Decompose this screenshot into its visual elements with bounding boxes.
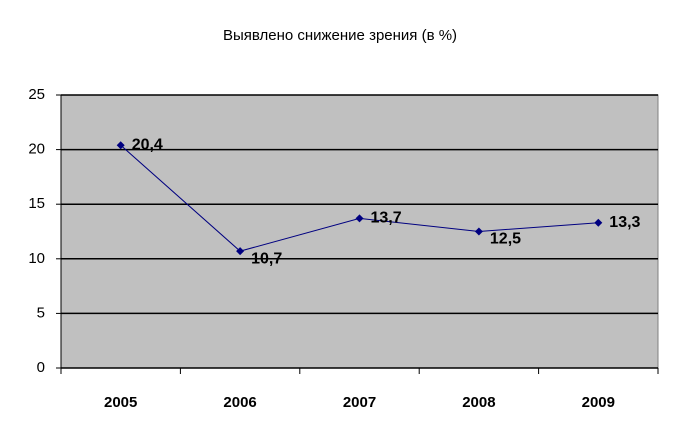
value-label: 20,4	[132, 136, 163, 153]
y-tick-label: 0	[37, 359, 45, 376]
y-tick-label: 10	[28, 250, 45, 267]
value-label: 10,7	[251, 250, 282, 267]
y-tick-label: 15	[28, 195, 45, 212]
chart-title: Выявлено снижение зрения (в %)	[223, 27, 457, 44]
plot-area	[60, 94, 659, 369]
x-tick-label: 2008	[462, 394, 495, 411]
x-tick-label: 2006	[223, 394, 256, 411]
x-tick-label: 2009	[582, 394, 615, 411]
value-label: 13,7	[371, 210, 402, 227]
x-tick-label: 2005	[104, 394, 137, 411]
y-tick-label: 20	[28, 141, 45, 158]
marker	[236, 247, 245, 256]
y-tick-label: 25	[28, 86, 45, 103]
value-label: 13,3	[609, 214, 640, 231]
marker	[355, 214, 364, 223]
y-tick-label: 5	[37, 304, 45, 321]
marker	[594, 218, 603, 227]
value-label: 12,5	[490, 231, 521, 248]
x-tick-label: 2007	[343, 394, 376, 411]
marker	[474, 227, 483, 236]
marker	[116, 141, 125, 150]
